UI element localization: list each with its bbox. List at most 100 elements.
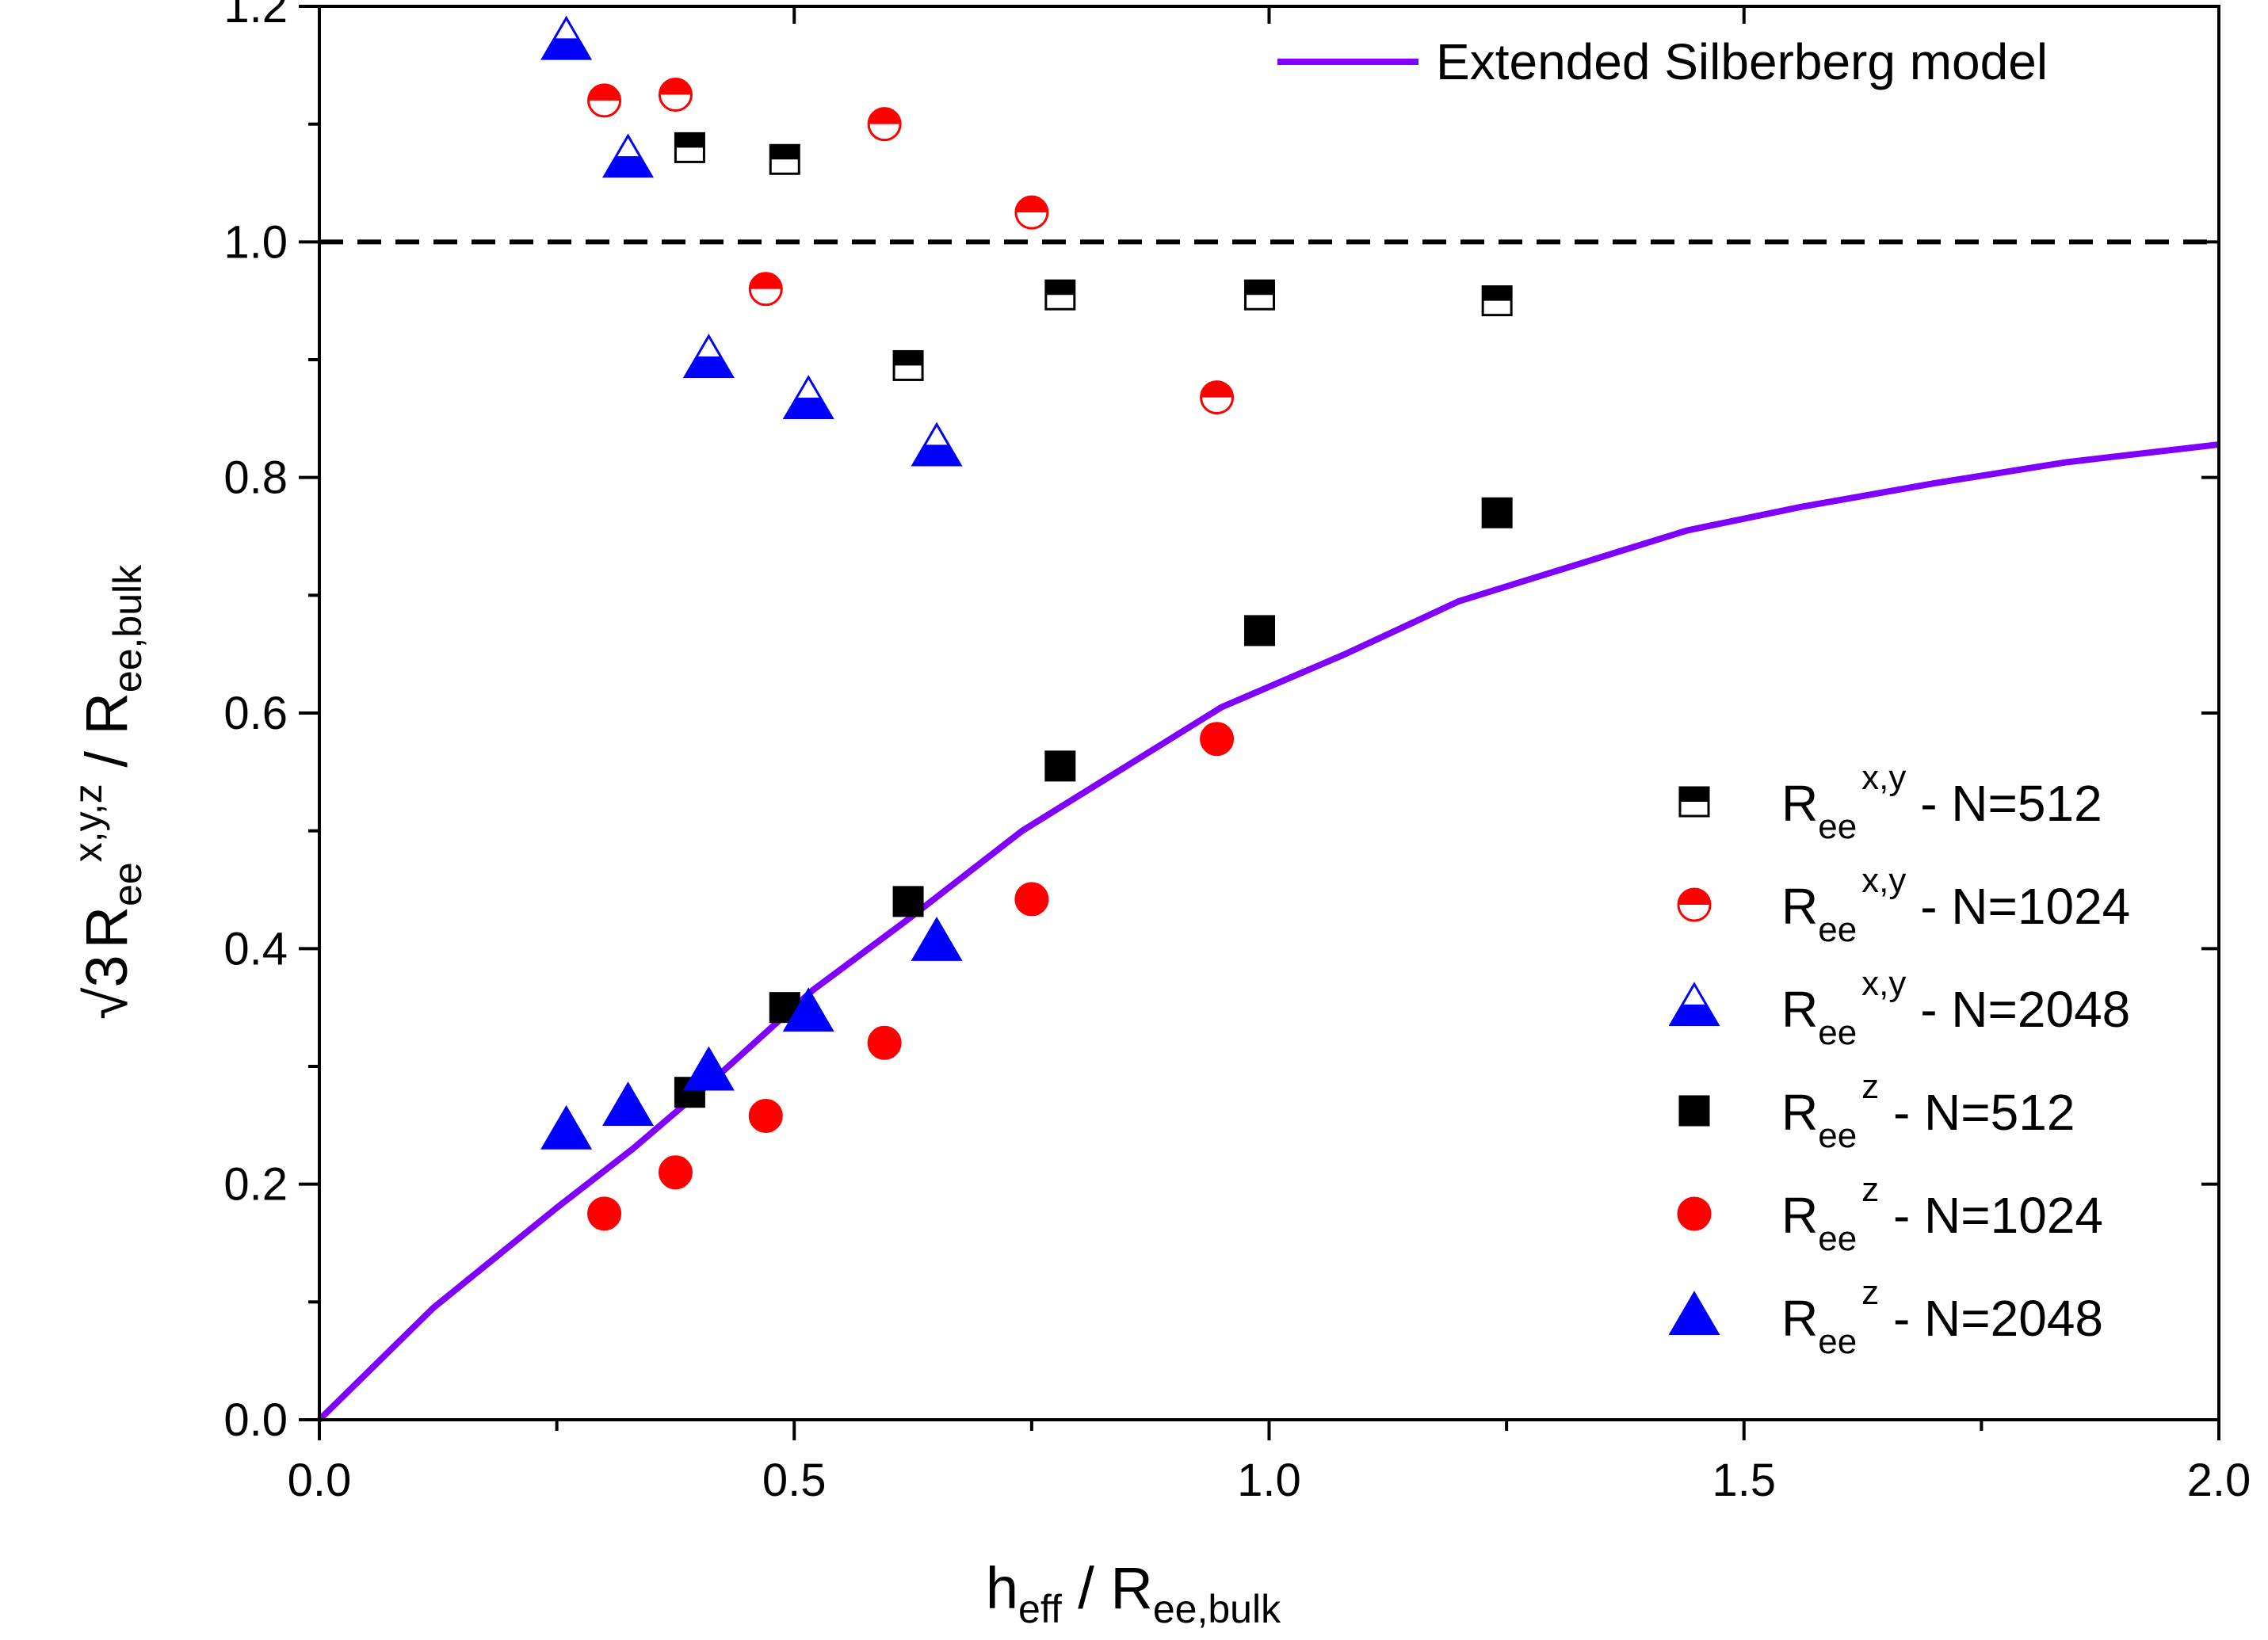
series-6-point	[782, 987, 834, 1032]
legend-marker-6	[1668, 1291, 1720, 1336]
series-1-point-outline	[1244, 279, 1276, 311]
series-5-point	[1014, 882, 1049, 917]
series-5-point	[748, 1098, 783, 1133]
legend-model-label: Extended Silberberg model	[1436, 33, 2048, 90]
series-4-point	[892, 886, 924, 917]
series-1-point-outline	[674, 132, 705, 163]
legend: Extended Silberberg model Reex,y - N=512 R…	[1277, 33, 2130, 1361]
series-1-point-outline	[892, 349, 924, 381]
series-1-point-outline	[1481, 285, 1513, 317]
series-4-point	[1481, 497, 1513, 528]
y-tick-label: 1.2	[223, 0, 288, 32]
series-1-point	[892, 349, 924, 381]
x-tick-label: 0.5	[762, 1455, 827, 1506]
series-4-point	[1244, 615, 1276, 646]
series-6-point-shape	[540, 1104, 593, 1150]
y-axis-title: √3Reex,y,z / Ree,bulk	[66, 564, 150, 1020]
legend-marker-1-outline	[1678, 786, 1710, 818]
series-2-point	[867, 107, 902, 142]
series-1-point-half	[770, 145, 800, 160]
series-6-point	[682, 1046, 735, 1091]
series-1-point-outline	[769, 143, 800, 175]
series-2-point-outline	[587, 83, 622, 118]
series-3-point-outline	[911, 421, 963, 467]
x-tick-label: 2.0	[2187, 1455, 2251, 1506]
series-2-point-half	[588, 84, 620, 101]
series-6-point-shape	[602, 1081, 655, 1127]
series-6-point-shape	[682, 1046, 735, 1091]
legend-label-5: Reez - N=1024	[1781, 1170, 2103, 1258]
legend-label-2: Reex,y - N=1024	[1781, 861, 2130, 949]
y-tick-label: 0.6	[223, 688, 288, 739]
series-3-point	[782, 375, 834, 420]
series-1-point-half	[675, 133, 704, 148]
series-1-point-outline	[1044, 279, 1076, 311]
series-2-point-half	[750, 273, 782, 289]
series-2-point	[1200, 380, 1235, 415]
series-5-point	[587, 1196, 622, 1231]
series-5-point	[1200, 722, 1235, 757]
legend-marker-2-outline	[1677, 887, 1712, 922]
series-6-point-shape	[782, 987, 834, 1032]
plot-layer	[317, 15, 2220, 1422]
legend-marker-1	[1678, 786, 1710, 818]
legend-marker-4-shape	[1678, 1095, 1710, 1127]
series-3-point-half	[542, 38, 590, 59]
legend-marker-3-outline	[1668, 982, 1720, 1027]
series-2-point	[587, 83, 622, 118]
series-3-point-outline	[602, 133, 655, 178]
legend-marker-5	[1677, 1196, 1712, 1231]
series-5-point	[658, 1155, 693, 1190]
series-5-point	[867, 1025, 902, 1060]
series-5-point-shape	[587, 1196, 622, 1231]
series-1-point-half	[1045, 280, 1075, 296]
series-2-point-half	[869, 108, 901, 124]
legend-marker-6-shape	[1668, 1291, 1720, 1336]
series-1-point-half	[894, 351, 923, 366]
series-2-point	[748, 272, 783, 307]
series-2-point-outline	[748, 272, 783, 307]
series-3-point-outline	[540, 15, 593, 60]
legend-label-1: Reex,y - N=512	[1781, 758, 2102, 846]
legend-label-6: Reez - N=2048	[1781, 1273, 2103, 1361]
legend-label-4: Reez - N=512	[1781, 1067, 2075, 1155]
legend-marker-2-half	[1678, 889, 1710, 905]
legend-label-3: Reex,y - N=2048	[1781, 964, 2130, 1052]
series-6-point	[602, 1081, 655, 1127]
legend-marker-2	[1677, 887, 1712, 922]
y-tick-label: 1.0	[223, 216, 288, 268]
series-5-point-shape	[1200, 722, 1235, 757]
series-3-point	[911, 421, 963, 467]
series-4-point	[1044, 750, 1076, 782]
legend-marker-3-half	[1670, 1004, 1718, 1025]
legend-marker-3	[1668, 982, 1720, 1027]
y-tick-label: 0.4	[223, 923, 288, 974]
series-2-point-outline	[658, 78, 693, 112]
y-tick-label: 0.0	[223, 1394, 288, 1446]
series-1-point-half	[1245, 280, 1274, 296]
series-4-point-shape	[1481, 497, 1513, 528]
x-tick-label: 1.5	[1712, 1455, 1776, 1506]
plot-frame	[318, 5, 2220, 1421]
legend-marker-4	[1678, 1095, 1710, 1127]
series-5-point-shape	[867, 1025, 902, 1060]
series-1-point-half	[1483, 286, 1512, 301]
series-1-point	[769, 143, 800, 175]
series-6-point-shape	[911, 917, 963, 961]
series-5-point-shape	[1014, 882, 1049, 917]
series-2-point-half	[659, 78, 692, 95]
series-4-point-shape	[1044, 750, 1076, 782]
series-3-point-half	[604, 156, 652, 177]
y-tick-label: 0.2	[223, 1159, 288, 1211]
series-3-point-outline	[782, 375, 834, 420]
series-1-point	[1244, 279, 1276, 311]
series-2-point-outline	[867, 107, 902, 142]
series-1-point	[1044, 279, 1076, 311]
series-6-point	[911, 917, 963, 961]
series-5-point-shape	[748, 1098, 783, 1133]
model-curve	[317, 441, 2220, 1422]
y-tick-label: 0.8	[223, 452, 288, 504]
series-1-point	[674, 132, 705, 163]
legend-marker-1-half	[1680, 788, 1709, 802]
